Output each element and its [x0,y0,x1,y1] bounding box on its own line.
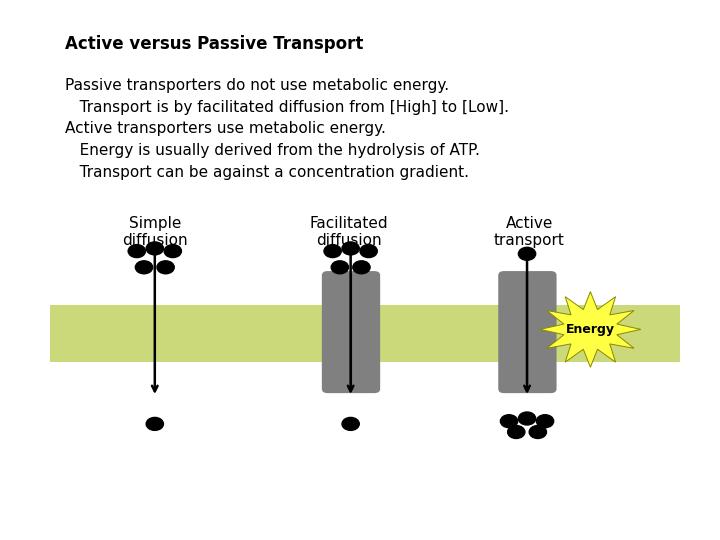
Circle shape [324,245,341,258]
Polygon shape [540,292,641,367]
Text: Active
transport: Active transport [494,216,564,248]
Circle shape [135,261,153,274]
Text: Transport can be against a concentration gradient.: Transport can be against a concentration… [65,165,469,180]
Text: Active transporters use metabolic energy.: Active transporters use metabolic energy… [65,122,386,137]
Circle shape [529,426,546,438]
Text: Simple
diffusion: Simple diffusion [122,216,188,248]
Circle shape [164,245,181,258]
Text: Active versus Passive Transport: Active versus Passive Transport [65,35,363,53]
Circle shape [342,417,359,430]
Text: Passive transporters do not use metabolic energy.: Passive transporters do not use metaboli… [65,78,449,93]
Circle shape [518,412,536,425]
Circle shape [146,417,163,430]
Text: Energy: Energy [566,323,615,336]
Bar [50,305,680,362]
Circle shape [128,245,145,258]
Text: Facilitated
diffusion: Facilitated diffusion [310,216,389,248]
Circle shape [146,242,163,255]
FancyBboxPatch shape [322,271,380,393]
Circle shape [508,426,525,438]
Circle shape [536,415,554,428]
Circle shape [518,247,536,260]
Circle shape [353,261,370,274]
Circle shape [500,415,518,428]
Circle shape [360,245,377,258]
Circle shape [157,261,174,274]
FancyBboxPatch shape [498,271,557,393]
Circle shape [342,242,359,255]
Circle shape [331,261,348,274]
Text: Transport is by facilitated diffusion from [High] to [Low].: Transport is by facilitated diffusion fr… [65,100,509,115]
Text: Energy is usually derived from the hydrolysis of ATP.: Energy is usually derived from the hydro… [65,143,480,158]
